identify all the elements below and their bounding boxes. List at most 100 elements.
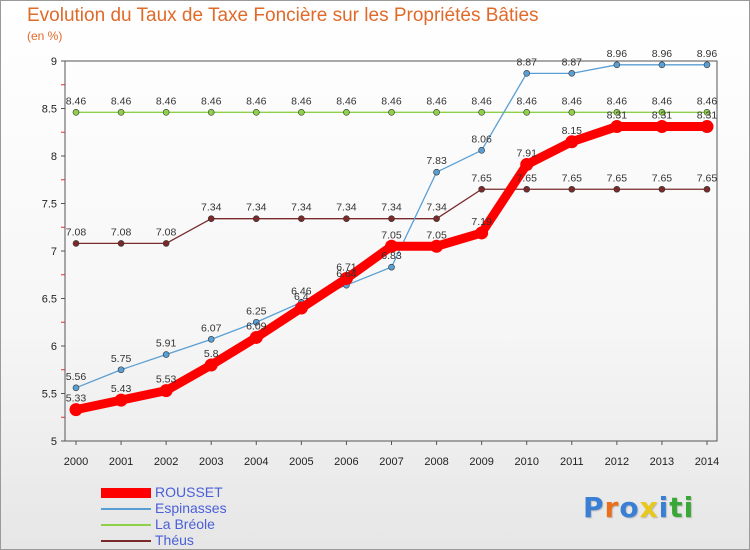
legend-label-espinasses: Espinasses — [155, 500, 227, 516]
y-tick-label: 9 — [51, 56, 57, 68]
legend-label-rousset: ROUSSET — [155, 484, 223, 500]
x-tick-label: 2012 — [605, 456, 629, 468]
data-label: 7.34 — [201, 202, 222, 214]
data-label: 6.64 — [336, 268, 357, 280]
x-tick-label: 2009 — [469, 456, 493, 468]
data-label: 5.75 — [111, 353, 132, 365]
x-tick-label: 2007 — [379, 456, 403, 468]
proxiti-logo[interactable]: Proxiti — [583, 491, 694, 524]
data-point — [252, 109, 260, 116]
data-point — [339, 272, 353, 286]
x-tick-label: 2013 — [650, 456, 674, 468]
y-tick-label: 7 — [51, 246, 57, 258]
logo-letter: r — [604, 491, 620, 524]
data-point — [207, 215, 215, 222]
y-tick-label: 5 — [51, 436, 57, 448]
data-point — [69, 403, 83, 417]
data-label: 8.46 — [246, 95, 267, 107]
data-label: 8.46 — [697, 95, 718, 107]
data-point — [249, 330, 263, 344]
data-point — [658, 61, 666, 69]
data-point — [520, 158, 534, 172]
data-point — [568, 70, 576, 77]
data-label: 7.65 — [697, 172, 718, 184]
data-label: 8.46 — [607, 95, 628, 107]
data-point — [568, 185, 576, 193]
data-point — [159, 384, 173, 398]
data-label: 6.09 — [246, 320, 267, 332]
data-point — [385, 239, 398, 253]
data-label: 8.96 — [652, 48, 673, 60]
data-label: 8.46 — [156, 95, 177, 107]
data-label: 8.46 — [66, 95, 87, 107]
data-label: 8.46 — [381, 95, 402, 107]
data-label: 7.34 — [336, 202, 357, 214]
y-tick-label: 6 — [51, 341, 57, 353]
data-label: 8.96 — [607, 48, 628, 60]
x-tick-label: 2014 — [695, 456, 719, 468]
data-label: 7.65 — [471, 172, 492, 184]
chart-title: Evolution du Taux de Taxe Foncière sur l… — [27, 5, 539, 26]
data-label: 8.96 — [697, 48, 718, 60]
data-label: 5.91 — [156, 338, 177, 350]
data-label: 7.34 — [246, 202, 267, 214]
legend-label-theus: Théus — [155, 532, 194, 548]
data-point — [433, 168, 440, 176]
data-point — [655, 120, 669, 134]
data-point — [162, 351, 170, 358]
logo-letter: x — [639, 491, 659, 524]
legend-item-la-breole[interactable]: La Bréole — [101, 516, 301, 533]
data-point — [523, 109, 531, 116]
data-point — [207, 109, 215, 116]
data-point — [613, 109, 621, 116]
data-point — [117, 109, 125, 116]
data-label: 8.31 — [607, 110, 628, 122]
data-label: 5.56 — [66, 371, 87, 383]
data-label: 7.83 — [426, 155, 447, 167]
data-label: 8.06 — [471, 133, 492, 145]
data-point — [613, 61, 621, 69]
data-point — [162, 240, 170, 247]
data-label: 8.31 — [652, 110, 673, 122]
legend-item-theus[interactable]: Théus — [101, 532, 301, 549]
data-point — [703, 61, 711, 69]
data-label: 7.05 — [381, 229, 402, 241]
x-tick-label: 2006 — [334, 456, 358, 468]
data-label: 6.07 — [201, 322, 222, 334]
data-point — [658, 109, 666, 116]
data-label: 6.46 — [291, 285, 312, 297]
x-tick-label: 2004 — [244, 456, 268, 468]
data-point — [658, 185, 666, 193]
data-label: 8.15 — [562, 125, 583, 137]
data-point — [114, 393, 128, 407]
data-point — [252, 318, 260, 326]
x-tick-label: 2011 — [560, 456, 584, 468]
data-point — [433, 109, 440, 116]
y-tick-label: 8.5 — [42, 104, 57, 116]
x-tick-label: 2005 — [289, 456, 313, 468]
data-label: 8.46 — [562, 95, 583, 107]
y-tick-label: 5.5 — [42, 389, 57, 401]
data-label: 7.34 — [381, 202, 402, 214]
data-label: 6.83 — [381, 250, 402, 262]
data-label: 8.87 — [516, 56, 537, 68]
data-label: 8.46 — [426, 95, 447, 107]
data-label: 7.05 — [426, 229, 447, 241]
x-tick-label: 2002 — [154, 456, 178, 468]
data-label: 7.65 — [652, 172, 673, 184]
x-tick-label: 2010 — [514, 456, 538, 468]
data-point — [565, 135, 579, 149]
legend-item-rousset[interactable]: ROUSSET — [101, 484, 301, 501]
data-label: 6.71 — [336, 262, 357, 274]
series-lines — [69, 61, 714, 417]
x-tick-label: 2000 — [64, 456, 88, 468]
legend-swatch-la-breole — [101, 524, 151, 526]
data-label: 7.08 — [156, 226, 177, 238]
data-point — [204, 358, 218, 372]
data-label: 7.91 — [516, 148, 537, 160]
logo-letter: t — [669, 491, 684, 524]
legend-item-espinasses[interactable]: Espinasses — [101, 500, 301, 517]
data-label: 8.46 — [471, 95, 492, 107]
